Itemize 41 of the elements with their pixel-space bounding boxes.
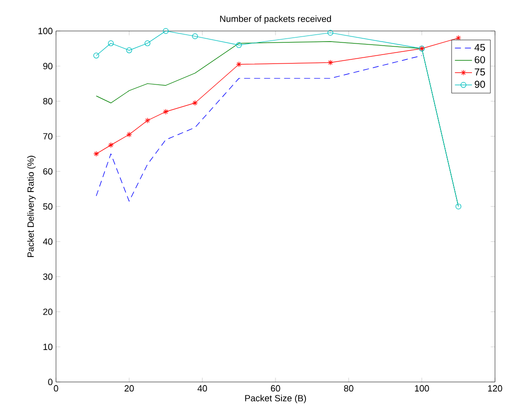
y-tick-label: 20 <box>43 308 52 315</box>
y-tick-label: 30 <box>43 273 52 280</box>
y-tick-label: 100 <box>38 28 52 34</box>
x-axis-title: Packet Size (B) <box>245 394 306 404</box>
legend-label: 45 <box>474 44 485 51</box>
point <box>192 100 198 106</box>
point <box>162 28 169 34</box>
y-tick-label: 80 <box>43 98 52 104</box>
point <box>192 33 198 40</box>
point <box>236 61 242 68</box>
x-tick-label: 40 <box>198 385 207 392</box>
y-tick-label: 70 <box>43 133 52 140</box>
point <box>162 108 169 115</box>
y-tick-label: 0 <box>48 378 52 386</box>
y-tick-label: 90 <box>43 62 52 70</box>
point <box>108 40 114 46</box>
x-tick-label: 100 <box>415 385 429 392</box>
x-tick-label: 80 <box>344 385 354 392</box>
x-tick-label: 20 <box>124 385 134 392</box>
x-tick-label: 0 <box>54 385 58 392</box>
point <box>236 42 242 48</box>
point <box>144 118 150 124</box>
y-axis-title: Packet Delivery Ratio (%) <box>27 156 36 258</box>
line-series <box>96 55 422 202</box>
point <box>327 30 334 36</box>
chart-title: Number of packets received <box>220 15 331 24</box>
legend-label: 75 <box>474 68 485 76</box>
point <box>126 47 132 54</box>
y-tick-label: 40 <box>42 238 52 245</box>
point <box>327 60 334 66</box>
x-tick-label: 60 <box>270 385 280 392</box>
point <box>126 132 132 138</box>
y-tick-label: 10 <box>43 344 52 350</box>
y-tick-label: 50 <box>43 203 52 210</box>
x-tick-label: 120 <box>488 385 502 392</box>
point <box>108 142 114 148</box>
y-tick-label: 60 <box>43 168 52 175</box>
point <box>456 204 462 210</box>
legend-label: 90 <box>474 80 486 88</box>
point <box>144 40 150 46</box>
legend-label: 60 <box>474 56 486 64</box>
